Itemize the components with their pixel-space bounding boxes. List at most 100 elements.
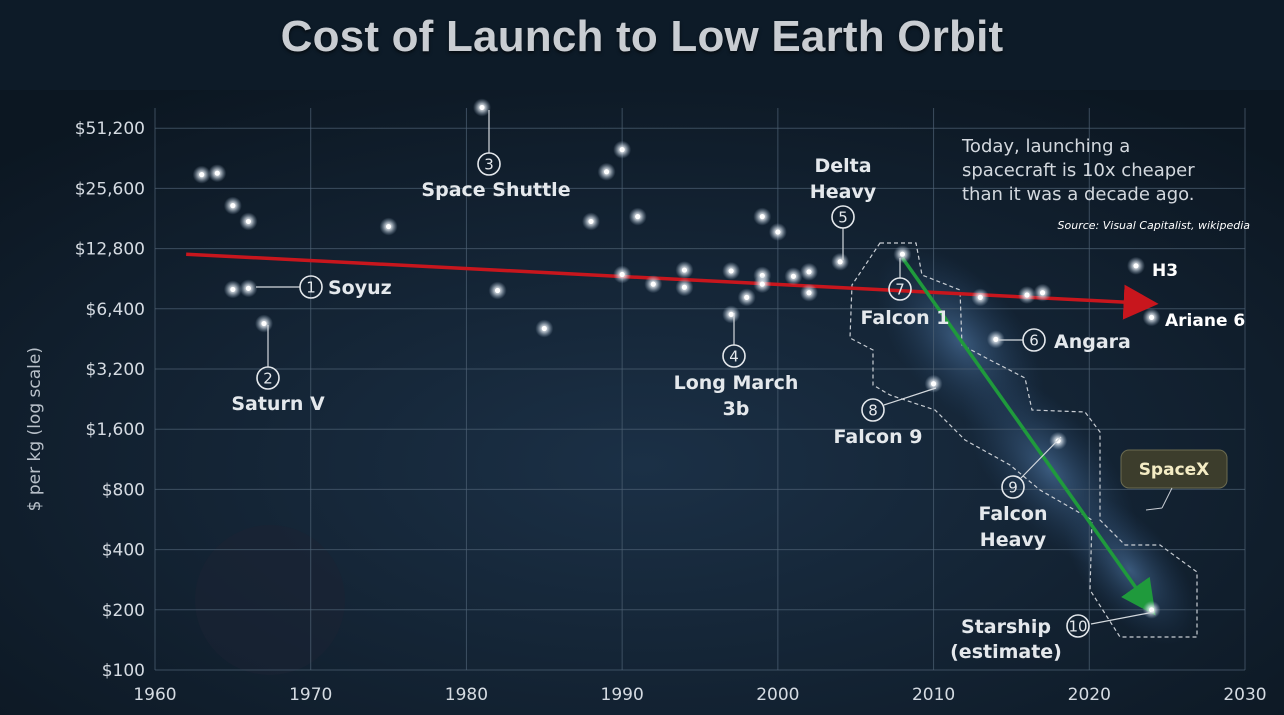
- point-core: [245, 285, 252, 291]
- point-label-line: (estimate): [950, 641, 1062, 663]
- point-core: [681, 267, 688, 273]
- point-number: 1: [306, 279, 316, 297]
- number-circle: [477, 152, 501, 176]
- y-tick-label: $3,200: [86, 360, 145, 380]
- number-circle: [861, 398, 885, 422]
- point-core: [479, 104, 485, 111]
- number-circle: [1022, 328, 1046, 352]
- labeled-point-dot: [255, 314, 273, 333]
- labeled-point: 4 Long March 3b: [674, 305, 799, 420]
- title-bar: [0, 0, 1284, 90]
- point-core: [1024, 292, 1030, 298]
- source-note: Source: Visual Capitalist, wikipedia: [1058, 219, 1251, 232]
- point-core: [261, 320, 267, 327]
- point-core: [230, 286, 236, 293]
- point-label: H3: [1152, 261, 1178, 281]
- y-tick-label: $12,800: [75, 240, 145, 260]
- labeled-point: 6 Angara: [986, 328, 1131, 353]
- point-label-line: 3b: [723, 398, 750, 420]
- x-axis-ticks: 1960 1970 1980 1990 2000 2010 2020 2030: [133, 685, 1266, 705]
- data-point: [768, 222, 787, 241]
- y-tick-label: $800: [102, 480, 145, 500]
- point-label: Falcon Heavy: [978, 503, 1047, 551]
- point-core: [806, 269, 812, 275]
- leader-line: [1090, 611, 1155, 625]
- point-label: Saturn V: [231, 393, 325, 415]
- point-number: 8: [868, 402, 878, 420]
- point-core: [541, 325, 547, 332]
- point-label: Delta Heavy: [810, 155, 877, 203]
- y-tick-label: $100: [102, 661, 145, 681]
- point-core: [899, 251, 906, 257]
- annotation-line: Today, launching a: [961, 136, 1130, 157]
- y-axis-label: $ per kg (log scale): [25, 347, 45, 511]
- x-tick-label: 1980: [445, 685, 488, 705]
- data-point: [737, 288, 756, 307]
- point-core: [759, 281, 765, 287]
- labeled-point-dot: [1127, 256, 1145, 275]
- data-point: [488, 281, 507, 300]
- leader-line: [883, 387, 937, 406]
- data-point: [582, 212, 600, 231]
- labeled-point: 3 Space Shuttle: [421, 98, 571, 201]
- data-point: [535, 319, 554, 338]
- point-core: [790, 273, 797, 279]
- point-core: [759, 214, 765, 220]
- number-circle: [1001, 475, 1025, 499]
- trend-line-green: [901, 256, 1156, 616]
- annotation-line: spacecraft is 10x cheaper: [962, 160, 1195, 181]
- labeled-point: 1 Soyuz: [239, 275, 392, 299]
- labeled-points: 1 Soyuz 2 Saturn V 3 Space Shuttle 4 Long March…: [231, 98, 1245, 663]
- point-core: [230, 203, 236, 209]
- point-label: Starship (estimate): [950, 616, 1062, 663]
- point-core: [806, 290, 812, 296]
- labeled-point-dot: [1142, 308, 1161, 327]
- point-label-line: Heavy: [810, 181, 877, 203]
- data-point: [223, 280, 242, 299]
- trend-lines: [186, 252, 1159, 616]
- point-core: [635, 214, 641, 220]
- point-core: [650, 281, 656, 287]
- labeled-point-dot: [473, 98, 491, 117]
- y-tick-label: $400: [102, 541, 145, 561]
- point-label: Falcon 1: [861, 307, 950, 329]
- data-point: [722, 261, 741, 280]
- point-core: [494, 287, 501, 294]
- leader-line: [1020, 436, 1062, 479]
- y-tick-label: $6,400: [86, 300, 145, 320]
- point-core: [993, 336, 999, 342]
- data-point: [644, 275, 663, 294]
- annotation: Today, launching a spacecraft is 10x chea…: [961, 136, 1250, 232]
- data-point: [784, 267, 803, 286]
- point-label-line: Falcon: [978, 503, 1047, 525]
- point-number: 2: [263, 370, 273, 388]
- number-circle: [256, 366, 280, 390]
- point-core: [1133, 263, 1139, 269]
- x-tick-label: 2030: [1223, 685, 1266, 705]
- data-point: [675, 261, 694, 280]
- point-label-line: Starship: [961, 616, 1051, 638]
- point-number: 9: [1008, 479, 1018, 497]
- point-core: [744, 294, 750, 300]
- x-tick-label: 1970: [289, 685, 332, 705]
- labeled-point: Ariane 6: [1142, 308, 1245, 331]
- spacex-badge: SpaceX: [1120, 449, 1228, 511]
- y-tick-label: $1,600: [86, 420, 145, 440]
- number-circle: [831, 205, 855, 229]
- number-circle: [888, 277, 912, 301]
- number-circle: [722, 344, 746, 368]
- point-label-line: Heavy: [980, 529, 1047, 551]
- point-core: [728, 268, 734, 274]
- data-point: [208, 164, 227, 183]
- data-point: [597, 162, 616, 181]
- y-tick-label: $25,600: [75, 179, 145, 199]
- point-label: Falcon 9: [834, 426, 923, 448]
- point-label: Ariane 6: [1165, 311, 1245, 331]
- point-label: Long March 3b: [674, 372, 799, 420]
- labeled-point: 2 Saturn V: [231, 314, 325, 415]
- labeled-point-dot: [924, 374, 943, 393]
- data-point: [379, 217, 398, 236]
- point-core: [977, 294, 983, 300]
